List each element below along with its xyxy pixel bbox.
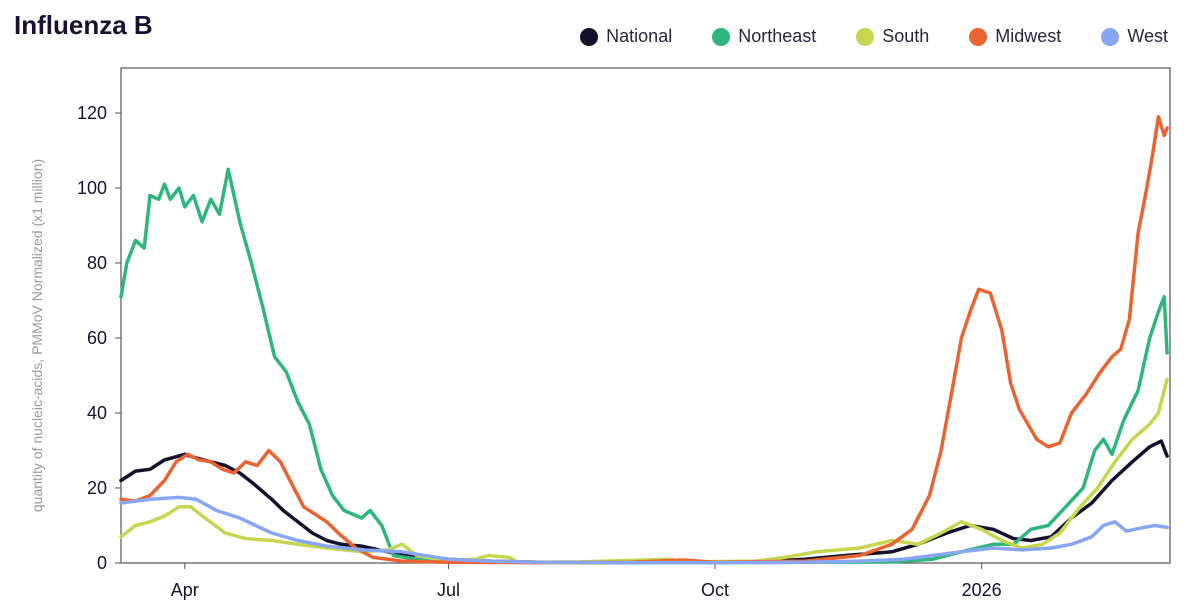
series-line-midwest (119, 115, 1169, 565)
legend-item-midwest[interactable]: Midwest (969, 26, 1061, 47)
legend-item-west[interactable]: West (1101, 26, 1168, 47)
x-tick-label: Jul (437, 580, 460, 600)
series-line-northeast (119, 167, 1169, 565)
legend-swatch (856, 27, 875, 46)
y-tick-label: 80 (87, 253, 107, 273)
y-tick-label: 20 (87, 478, 107, 498)
legend-swatch (712, 27, 731, 46)
legend: National Northeast South Midwest West (580, 26, 1168, 47)
x-axis: Apr Jul Oct 2026 (171, 563, 1002, 600)
legend-item-national[interactable]: National (580, 26, 672, 47)
legend-label: South (882, 26, 930, 46)
legend-swatch (969, 27, 988, 46)
legend-label: West (1127, 26, 1168, 46)
legend-item-northeast[interactable]: Northeast (712, 26, 816, 47)
legend-swatch (580, 27, 599, 46)
y-tick-label: 40 (87, 403, 107, 423)
y-tick-label: 100 (77, 178, 107, 198)
series-lines (119, 115, 1169, 565)
y-tick-label: 0 (97, 553, 107, 573)
chart-title: Influenza B (14, 10, 153, 40)
legend-label: Midwest (995, 26, 1062, 46)
y-axis: 0 20 40 60 80 100 120 (77, 103, 121, 573)
y-tick-label: 60 (87, 328, 107, 348)
x-tick-label: 2026 (962, 580, 1002, 600)
legend-label: Northeast (738, 26, 817, 46)
legend-item-south[interactable]: South (856, 26, 929, 47)
legend-swatch (1101, 27, 1120, 46)
y-axis-label: quantity of nucleic-acids, PMMoV Normali… (29, 159, 45, 512)
series-line-west (119, 495, 1169, 565)
x-tick-label: Oct (701, 580, 729, 600)
plot-frame (120, 67, 1171, 564)
y-tick-label: 120 (77, 103, 107, 123)
legend-label: National (606, 26, 673, 46)
x-tick-label: Apr (171, 580, 199, 600)
